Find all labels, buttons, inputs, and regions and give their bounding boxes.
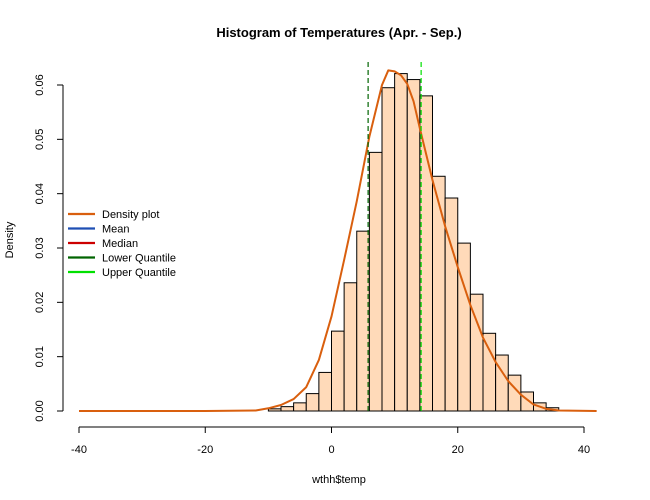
density-curve-group [79, 69, 597, 412]
histogram-bar-5 [331, 330, 345, 412]
histogram-bar-20 [520, 391, 534, 412]
x-tick-label-4: 40 [578, 444, 590, 456]
x-axis: -40 -20 0 20 40 [71, 426, 590, 456]
legend-label-2: Median [102, 238, 138, 250]
histogram-bar-4 [318, 371, 332, 412]
y-axis: 0.00 0.01 0.02 0.03 0.04 0.05 0.06 [34, 74, 64, 422]
histogram-bar-9 [381, 87, 396, 412]
histogram-bar-2 [293, 402, 307, 412]
histogram-bar-8 [368, 151, 383, 412]
histogram-bar-1 [280, 406, 295, 412]
legend-label-0: Density plot [102, 209, 159, 221]
legend-label-1: Mean [102, 224, 130, 236]
legend-label-3: Lower Quantile [102, 253, 176, 265]
y-tick-label-2: 0.02 [34, 292, 46, 313]
histogram-bar-13 [432, 175, 446, 412]
histogram-bar-12 [419, 95, 433, 412]
quantile-lines [367, 62, 422, 411]
x-tick-label-3: 20 [452, 444, 464, 456]
legend-label-4: Upper Quantile [102, 267, 176, 279]
y-tick-label-1: 0.01 [34, 346, 46, 367]
y-tick-label-3: 0.03 [34, 237, 46, 258]
x-axis-label: wthh$temp [311, 474, 366, 486]
histogram-bar-10 [394, 73, 408, 412]
histogram-bar-0 [267, 408, 282, 412]
y-tick-label-4: 0.04 [34, 183, 46, 204]
histogram-bar-15 [457, 242, 471, 412]
density-curve [79, 69, 597, 412]
y-tick-label-6: 0.06 [34, 74, 46, 95]
histogram-bar-11 [406, 79, 421, 412]
legend: Density plot Mean Median Lower Quantile Uppe… [68, 209, 176, 279]
x-tick-label-0: -40 [71, 444, 87, 456]
x-tick-label-1: -20 [197, 444, 213, 456]
y-tick-label-5: 0.05 [34, 129, 46, 150]
x-tick-label-2: 0 [328, 444, 334, 456]
chart-title: Histogram of Temperatures (Apr. - Sep.) [216, 25, 461, 40]
histogram-bars [267, 73, 560, 412]
histogram-bar-3 [305, 393, 320, 412]
histogram-bar-6 [343, 282, 358, 412]
histogram-bar-7 [356, 230, 370, 412]
histogram-bar-17 [482, 332, 497, 412]
y-tick-label-0: 0.00 [34, 400, 46, 421]
y-axis-label: Density [4, 221, 16, 258]
